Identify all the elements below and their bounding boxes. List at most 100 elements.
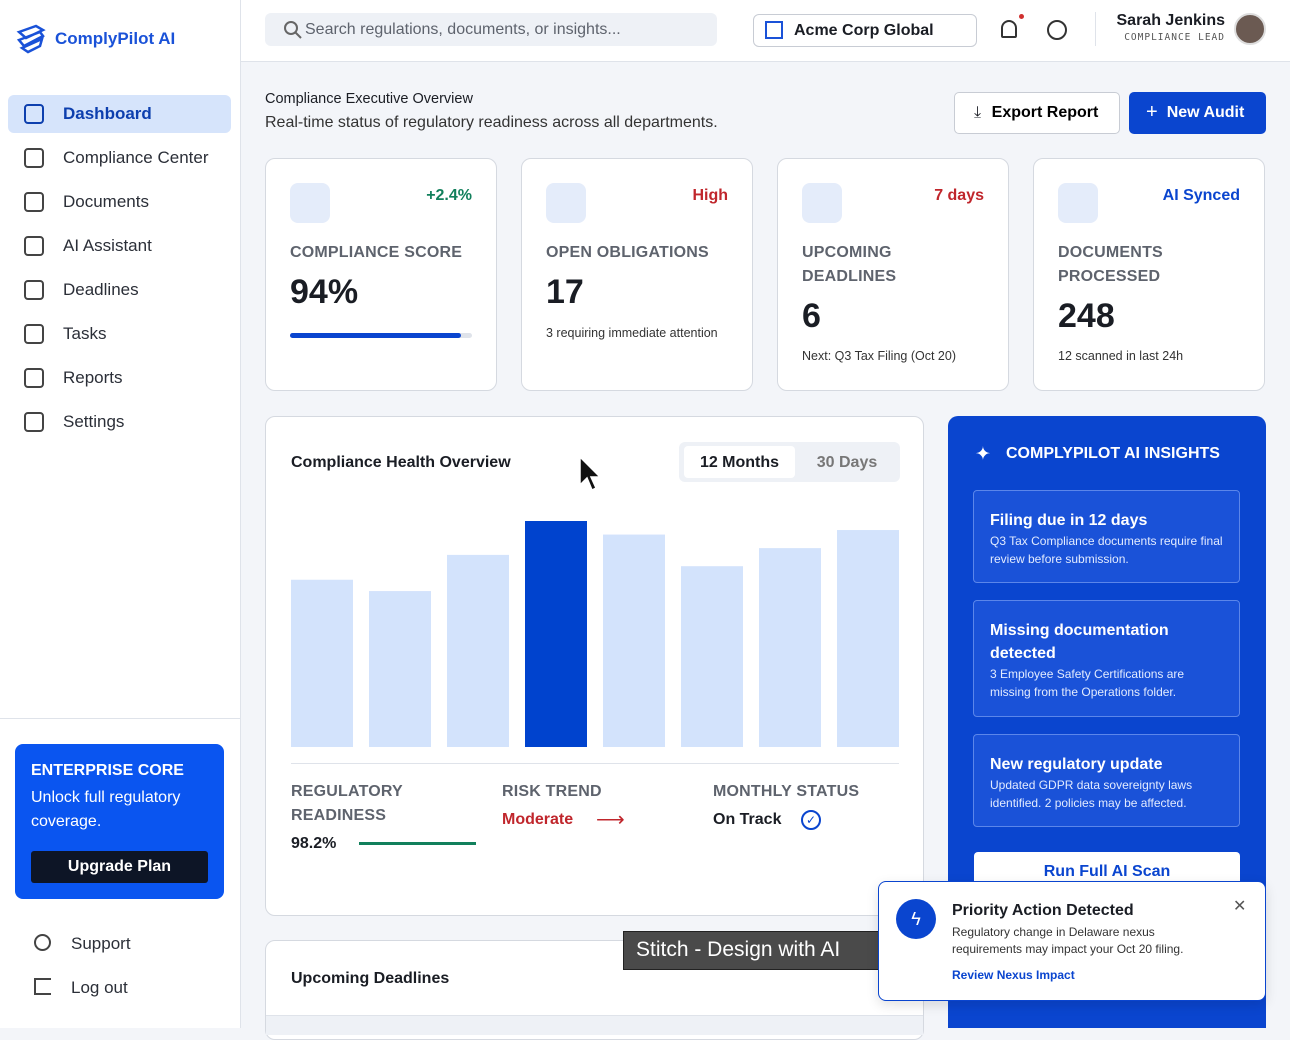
nav-icon: [24, 412, 44, 432]
insight[interactable]: Missing documentation detected 3 Employee…: [973, 600, 1240, 717]
nav-icon: [24, 104, 44, 124]
divider: [0, 718, 240, 719]
logout-link[interactable]: Log out: [71, 978, 128, 997]
export-icon: ⤓: [974, 104, 982, 121]
stat-label: DOCUMENTS PROCESSED: [1058, 244, 1163, 285]
promo-title: ENTERPRISE CORE: [31, 762, 184, 779]
nav-item[interactable]: Compliance Center: [8, 139, 231, 177]
nav-item[interactable]: Reports: [8, 359, 231, 397]
overview-title: Compliance Executive Overview: [265, 91, 473, 107]
search[interactable]: Search regulations, documents, or insigh…: [265, 13, 717, 46]
topbar: Search regulations, documents, or insigh…: [241, 0, 1290, 62]
support-icon: [34, 934, 51, 951]
bell-icon[interactable]: [1001, 20, 1017, 38]
search-icon: [284, 21, 302, 39]
org-icon: [765, 21, 783, 39]
nav-icon: [24, 280, 44, 300]
nav-item[interactable]: AI Assistant: [8, 227, 231, 265]
divider: [1095, 12, 1096, 46]
nav-icon: [24, 148, 44, 168]
org-select[interactable]: Acme Corp Global: [753, 14, 977, 47]
divider: [291, 763, 899, 764]
summary-value: Moderate: [502, 811, 574, 828]
stat-value: 248: [1058, 297, 1115, 335]
stat-badge: AI Synced: [1162, 187, 1240, 204]
insights-title: COMPLYPILOT AI INSIGHTS: [1006, 445, 1220, 462]
deadlines-title: Upcoming Deadlines: [291, 970, 450, 987]
sidebar: ComplyPilot AI Dashboard Compliance Cente…: [0, 0, 241, 1028]
insight[interactable]: New regulatory update Updated GDPR data s…: [973, 734, 1240, 827]
nav-icon: [24, 368, 44, 388]
support-link[interactable]: Support: [71, 934, 131, 953]
stat-value: 17: [546, 273, 584, 311]
bar: [369, 591, 431, 747]
stat-icon: [290, 183, 330, 223]
stat-note: 3 requiring immediate attention: [546, 326, 718, 340]
nav-item[interactable]: Settings: [8, 403, 231, 441]
bar: [447, 554, 509, 747]
help-icon[interactable]: [1047, 20, 1067, 40]
stat-badge: +2.4%: [426, 187, 472, 204]
stat-card: +2.4% COMPLIANCE SCORE 94%: [265, 158, 497, 391]
nav-item[interactable]: Documents: [8, 183, 231, 221]
insight[interactable]: Filing due in 12 days Q3 Tax Compliance d…: [973, 490, 1240, 583]
summary-label: MONTHLY STATUS: [713, 783, 860, 800]
plus-icon: +: [1146, 101, 1158, 123]
bar: [681, 566, 743, 747]
tab[interactable]: 30 Days: [816, 454, 878, 471]
nav-item[interactable]: Deadlines: [8, 271, 231, 309]
nav-item[interactable]: Tasks: [8, 315, 231, 353]
insight-text: Q3 Tax Compliance documents require fina…: [990, 534, 1223, 566]
promo-text: Unlock full regulatory coverage.: [31, 789, 181, 830]
stat-card: AI Synced DOCUMENTS PROCESSED 248 12 scanne…: [1033, 158, 1265, 391]
progress-track: [290, 333, 472, 338]
nav-item[interactable]: Dashboard: [8, 95, 231, 133]
bar-chart: [291, 521, 899, 747]
new-audit-button[interactable]: New Audit: [1129, 92, 1266, 134]
check-icon: ✓: [801, 810, 821, 830]
overview-subtitle: Real-time status of regulatory readiness…: [265, 114, 718, 131]
bar: [291, 579, 353, 747]
user-name: Sarah Jenkins: [1116, 12, 1226, 29]
toast-link[interactable]: Review Nexus Impact: [952, 968, 1075, 982]
insight-title: New regulatory update: [990, 756, 1163, 773]
nav-icon: [24, 236, 44, 256]
toast: ϟ Priority Action Detected Regulatory ch…: [878, 881, 1266, 1001]
user-role: COMPLIANCE LEAD: [1124, 32, 1225, 43]
toast-text: Regulatory change in Delaware nexus requ…: [952, 925, 1184, 956]
chart-card: Compliance Health Overview 12 Months 30 …: [265, 416, 924, 916]
stat-label: COMPLIANCE SCORE: [290, 244, 463, 261]
notification-dot: [1019, 14, 1024, 19]
stat-icon: [802, 183, 842, 223]
tab[interactable]: 12 Months: [684, 446, 795, 478]
stat-card: High OPEN OBLIGATIONS 17 3 requiring immedi…: [521, 158, 753, 391]
progress-fill: [290, 333, 462, 338]
logo: [16, 24, 46, 54]
summary-label: REGULATORY READINESS: [291, 783, 403, 824]
sparkle-icon: ✦: [975, 444, 991, 465]
summary-value: On Track: [713, 811, 782, 828]
stat-icon: [1058, 183, 1098, 223]
avatar[interactable]: [1234, 13, 1266, 45]
bar: [525, 521, 587, 747]
stat-note: Next: Q3 Tax Filing (Oct 20): [802, 349, 956, 363]
stat-note: 12 scanned in last 24h: [1058, 349, 1184, 363]
stat-value: 6: [802, 297, 821, 335]
close-button[interactable]: ✕: [1233, 898, 1247, 915]
promo: ENTERPRISE CORE Unlock full regulatory c…: [15, 744, 224, 899]
stat-label: UPCOMING DEADLINES: [802, 244, 897, 285]
cursor: [579, 455, 602, 492]
readiness-bar: [359, 842, 476, 845]
insight-title: Missing documentation detected: [990, 622, 1169, 662]
summary-label: RISK TREND: [502, 783, 602, 800]
bar: [603, 534, 665, 747]
stat-label: OPEN OBLIGATIONS: [546, 244, 709, 261]
insight-text: Updated GDPR data sovereignty laws ident…: [990, 778, 1193, 810]
stat-badge: 7 days: [934, 187, 984, 204]
export-button[interactable]: Export Report: [954, 92, 1120, 134]
stat-badge: High: [692, 187, 728, 204]
insight-text: 3 Employee Safety Certifications are mis…: [990, 667, 1185, 699]
chart-title: Compliance Health Overview: [291, 454, 511, 471]
upgrade-button[interactable]: Upgrade Plan: [31, 851, 208, 883]
